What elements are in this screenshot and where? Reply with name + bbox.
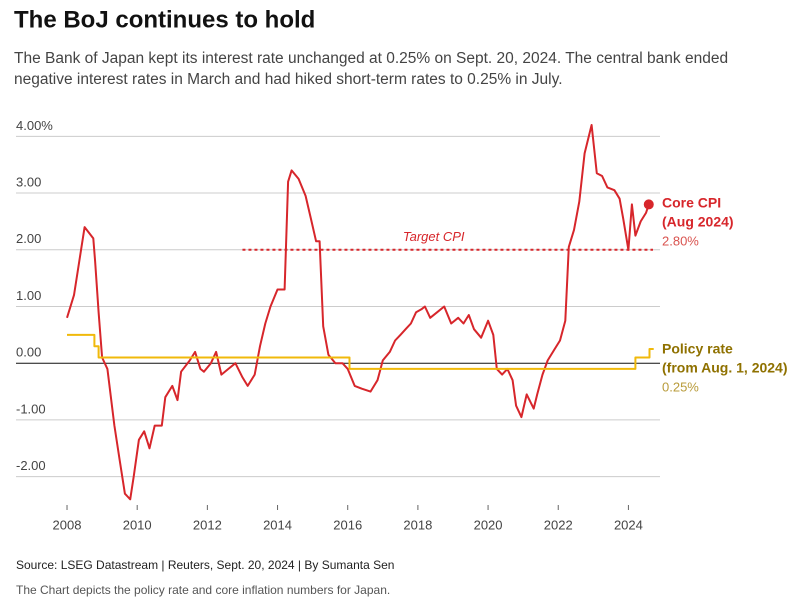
y-tick-label: 1.00 [16, 288, 41, 303]
x-tick-label: 2010 [123, 517, 152, 532]
chart-title: The BoJ continues to hold [14, 6, 315, 33]
series-line [66, 124, 650, 501]
target-label: Target CPI [403, 229, 465, 244]
x-tick-label: 2008 [53, 517, 82, 532]
y-tick-label: -2.00 [16, 458, 46, 473]
legend-label: Policy rate [662, 341, 733, 357]
series-line [67, 333, 654, 370]
value-label: 2.80% [662, 233, 699, 248]
legend-note: (from Aug. 1, 2024) [662, 360, 788, 376]
x-tick-label: 2024 [614, 517, 643, 532]
y-tick-label: 3.00 [16, 174, 41, 189]
x-tick-label: 2020 [474, 517, 503, 532]
source: Source: LSEG Datastream | Reuters, Sept.… [16, 558, 394, 572]
x-tick-label: 2018 [403, 517, 432, 532]
end-dot [643, 199, 654, 210]
x-tick-label: 2014 [263, 517, 292, 532]
y-tick-label: 2.00 [16, 231, 41, 246]
x-tick-label: 2022 [544, 517, 573, 532]
y-tick-label: 4.00% [16, 118, 53, 133]
footnote: The Chart depicts the policy rate and co… [16, 583, 390, 597]
y-tick-label: 0.00 [16, 345, 41, 360]
x-tick-label: 2012 [193, 517, 222, 532]
subtitle-box: The Bank of Japan kept its interest rate… [14, 50, 729, 88]
y-tick-label: -1.00 [16, 401, 46, 416]
chart-subtitle: The Bank of Japan kept its interest rate… [14, 50, 729, 88]
value-label: 0.25% [662, 379, 699, 394]
legend-note: (Aug 2024) [662, 214, 734, 230]
x-tick-label: 2016 [333, 517, 362, 532]
legend-label: Core CPI [662, 195, 721, 211]
